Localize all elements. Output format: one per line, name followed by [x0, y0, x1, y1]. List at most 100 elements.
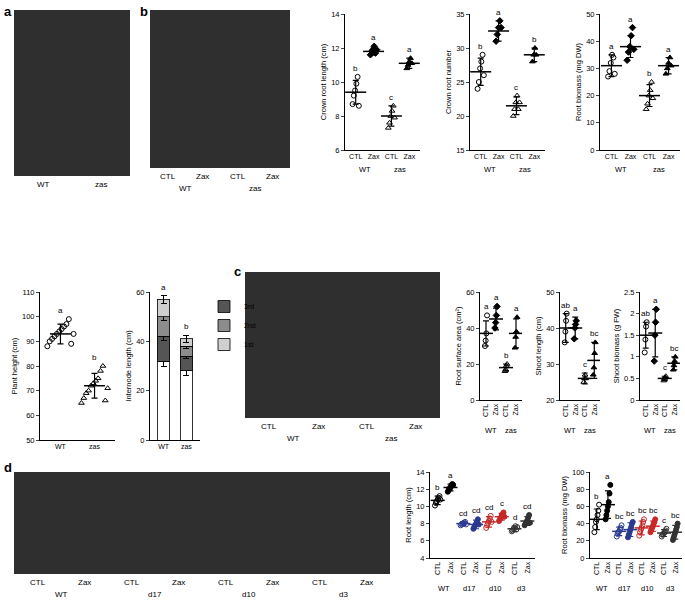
svg-text:Zax: Zax — [649, 561, 656, 573]
svg-text:bc: bc — [671, 511, 679, 520]
svg-text:110: 110 — [23, 288, 35, 297]
svg-text:Zax: Zax — [368, 153, 380, 160]
svg-text:20: 20 — [576, 536, 584, 545]
svg-text:a: a — [514, 304, 519, 313]
svg-text:zas: zas — [249, 184, 261, 193]
svg-text:cd: cd — [459, 509, 467, 518]
svg-text:Zax: Zax — [78, 578, 91, 587]
svg-text:zas: zas — [394, 165, 406, 174]
svg-text:CTL: CTL — [385, 153, 398, 160]
svg-text:b: b — [504, 351, 509, 360]
svg-text:100: 100 — [572, 468, 585, 477]
svg-text:1.5: 1.5 — [624, 331, 634, 340]
svg-text:Zax: Zax — [172, 578, 185, 587]
svg-text:0: 0 — [630, 396, 634, 405]
svg-text:20: 20 — [586, 91, 594, 100]
svg-text:15: 15 — [456, 146, 464, 155]
svg-text:c: c — [514, 83, 518, 92]
svg-text:a: a — [609, 42, 614, 51]
svg-text:14: 14 — [331, 10, 339, 19]
svg-text:bc: bc — [615, 512, 623, 521]
svg-text:c: c — [662, 516, 666, 525]
svg-text:Plant height (cm): Plant height (cm) — [10, 337, 19, 394]
svg-text:60: 60 — [136, 288, 144, 297]
svg-text:CTL: CTL — [482, 404, 489, 417]
svg-text:WT: WT — [158, 443, 170, 450]
svg-text:4: 4 — [420, 554, 424, 563]
svg-text:0.5: 0.5 — [624, 374, 634, 383]
svg-text:WT: WT — [615, 165, 627, 174]
svg-text:8: 8 — [420, 519, 424, 528]
svg-text:WT: WT — [55, 443, 67, 450]
svg-text:c: c — [663, 363, 667, 372]
svg-text:cd: cd — [523, 502, 531, 511]
svg-text:bc: bc — [649, 506, 657, 515]
svg-text:Zax: Zax — [524, 561, 531, 573]
svg-text:CTL: CTL — [562, 404, 569, 417]
svg-text:CTL: CTL — [218, 578, 234, 587]
svg-text:Root biomass (mg DW): Root biomass (mg DW) — [560, 476, 569, 554]
svg-text:30: 30 — [546, 360, 554, 369]
svg-text:10: 10 — [416, 502, 424, 511]
svg-text:Zax: Zax — [492, 403, 499, 415]
svg-text:Zax: Zax — [652, 403, 659, 415]
svg-text:40: 40 — [136, 337, 144, 346]
svg-text:Zax: Zax — [403, 153, 415, 160]
svg-text:WT: WT — [564, 426, 576, 435]
svg-text:d: d — [513, 513, 517, 522]
svg-text:Zax: Zax — [493, 153, 505, 160]
svg-text:zas: zas — [519, 165, 531, 174]
svg-text:b: b — [92, 353, 97, 362]
svg-text:0: 0 — [470, 396, 474, 405]
svg-text:b: b — [353, 64, 358, 73]
svg-text:d: d — [4, 460, 12, 475]
svg-text:90: 90 — [26, 337, 34, 346]
svg-text:CTL: CTL — [359, 422, 375, 431]
svg-text:zas: zas — [95, 180, 107, 189]
svg-text:Zax: Zax — [447, 561, 454, 573]
svg-text:d17: d17 — [148, 590, 162, 599]
svg-text:30: 30 — [456, 44, 464, 53]
svg-text:CTL: CTL — [643, 153, 656, 160]
svg-text:10: 10 — [331, 78, 339, 87]
svg-text:Root biomass (mg DW): Root biomass (mg DW) — [574, 43, 583, 121]
svg-text:50: 50 — [586, 10, 594, 19]
svg-text:CTL: CTL — [261, 422, 277, 431]
svg-text:10: 10 — [586, 118, 594, 127]
svg-text:CTL: CTL — [30, 578, 46, 587]
svg-text:zas: zas — [505, 426, 517, 435]
svg-text:Shoot length (cm): Shoot length (cm) — [534, 316, 543, 376]
svg-text:zas: zas — [584, 426, 596, 435]
svg-text:a: a — [161, 283, 166, 292]
svg-text:WT: WT — [179, 184, 192, 193]
svg-text:d3: d3 — [517, 584, 525, 593]
svg-text:20: 20 — [546, 396, 554, 405]
svg-text:b: b — [184, 322, 189, 331]
svg-text:Zax: Zax — [671, 403, 678, 415]
svg-text:Zax: Zax — [572, 403, 579, 415]
svg-text:CTL: CTL — [230, 172, 246, 181]
svg-text:Crown root length (cm): Crown root length (cm) — [319, 43, 328, 120]
svg-text:35: 35 — [456, 10, 464, 19]
svg-text:2nd: 2nd — [244, 322, 256, 329]
svg-text:CTL: CTL — [460, 562, 467, 575]
svg-text:WT: WT — [359, 165, 371, 174]
svg-text:20: 20 — [456, 112, 464, 121]
svg-text:8: 8 — [335, 112, 339, 121]
svg-text:30: 30 — [586, 64, 594, 73]
svg-text:WT: WT — [485, 426, 497, 435]
svg-text:bc: bc — [638, 506, 646, 515]
svg-text:3rd: 3rd — [244, 303, 254, 310]
svg-text:Zax: Zax — [498, 561, 505, 573]
svg-text:a: a — [4, 4, 12, 19]
svg-text:6: 6 — [420, 536, 424, 545]
svg-text:Zax: Zax — [604, 561, 611, 573]
svg-text:1st: 1st — [244, 341, 253, 348]
svg-text:CTL: CTL — [474, 153, 487, 160]
svg-text:1: 1 — [630, 352, 634, 361]
svg-text:d10: d10 — [641, 584, 654, 593]
svg-text:CTL: CTL — [485, 562, 492, 575]
svg-text:b: b — [647, 69, 652, 78]
svg-text:WT: WT — [596, 584, 608, 593]
svg-text:CTL: CTL — [502, 404, 509, 417]
